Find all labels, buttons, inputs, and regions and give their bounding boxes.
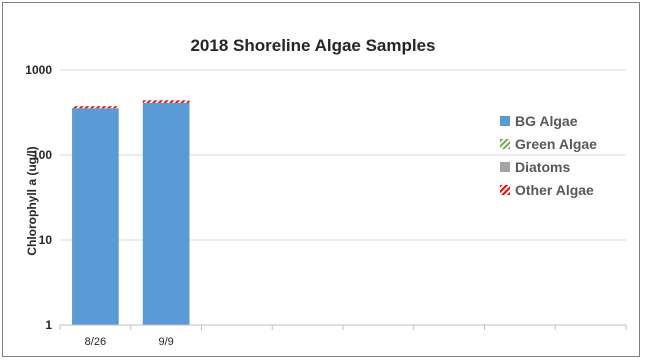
- y-tick-label: 1: [45, 318, 52, 332]
- legend-label: BG Algae: [515, 113, 578, 129]
- y-tick-label: 1000: [25, 63, 52, 77]
- legend-swatch: [500, 139, 510, 149]
- legend-swatch: [500, 162, 510, 172]
- bar-segment: [142, 100, 190, 103]
- y-axis-label: Chlorophyll a (ug/l): [25, 146, 39, 255]
- chart-frame: 2018 Shoreline Algae Samples Chlorophyll…: [2, 2, 640, 357]
- y-tick-label: 10: [39, 233, 53, 247]
- axes: 1 10 100 1000 8/26 9/9: [25, 63, 627, 348]
- legend-swatch: [500, 185, 510, 195]
- x-tick-label: 8/26: [85, 336, 106, 348]
- legend-swatch: [500, 116, 510, 126]
- legend-label: Diatoms: [515, 159, 570, 175]
- y-tick-label: 100: [32, 148, 52, 162]
- bar-segment: [142, 102, 190, 325]
- legend-label: Green Algae: [515, 136, 597, 152]
- bar-segment: [72, 108, 119, 325]
- legend: BG Algae Green Algae Diatoms Other Algae: [500, 113, 597, 198]
- chart-svg: 2018 Shoreline Algae Samples Chlorophyll…: [25, 36, 627, 348]
- bars: [72, 100, 190, 325]
- x-tick-label: 9/9: [158, 336, 173, 348]
- legend-label: Other Algae: [515, 182, 594, 198]
- bar-segment: [72, 106, 119, 109]
- chart-title: 2018 Shoreline Algae Samples: [190, 36, 435, 55]
